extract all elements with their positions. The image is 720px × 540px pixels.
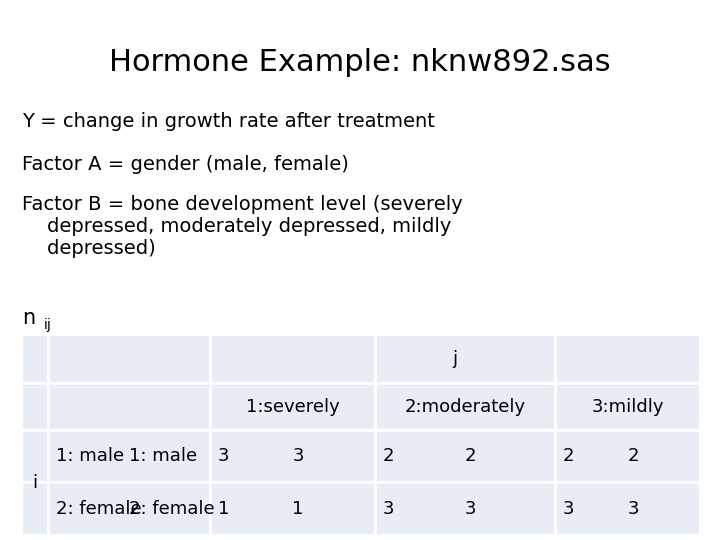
Bar: [375, 430, 555, 482]
Text: 3: 3: [563, 500, 575, 517]
Bar: [48, 482, 210, 535]
Text: 3: 3: [383, 500, 395, 517]
Text: Hormone Example: nknw892.sas: Hormone Example: nknw892.sas: [109, 48, 611, 77]
Text: i: i: [32, 474, 37, 491]
Text: Y = change in growth rate after treatment: Y = change in growth rate after treatmen…: [22, 112, 435, 131]
Bar: [210, 430, 375, 482]
Text: 1: 1: [292, 500, 304, 517]
Bar: [22, 430, 48, 482]
Text: n: n: [22, 308, 35, 328]
Text: 2: 2: [465, 447, 477, 465]
Bar: [22, 482, 48, 535]
Bar: [555, 383, 700, 430]
Bar: [210, 383, 375, 430]
Bar: [375, 383, 555, 430]
Text: ij: ij: [44, 318, 52, 332]
Bar: [555, 430, 700, 482]
Text: 2: female: 2: female: [129, 500, 215, 517]
Bar: [210, 335, 375, 383]
Text: 1: male: 1: male: [129, 447, 197, 465]
Bar: [22, 335, 48, 383]
Text: 1: male: 1: male: [56, 447, 124, 465]
Text: 2: 2: [628, 447, 639, 465]
Bar: [555, 482, 700, 535]
Text: 2: 2: [563, 447, 575, 465]
Bar: [375, 335, 555, 383]
Bar: [48, 430, 210, 482]
Text: 3:mildly: 3:mildly: [591, 397, 664, 415]
Bar: [210, 482, 375, 535]
Bar: [375, 482, 555, 535]
Bar: [48, 383, 210, 430]
Text: 2: 2: [383, 447, 395, 465]
Text: Factor B = bone development level (severely
    depressed, moderately depressed,: Factor B = bone development level (sever…: [22, 195, 463, 258]
Bar: [22, 383, 48, 430]
Text: 3: 3: [218, 447, 230, 465]
Text: j: j: [452, 350, 458, 368]
Text: 3: 3: [628, 500, 639, 517]
Bar: [48, 335, 210, 383]
Text: Factor A = gender (male, female): Factor A = gender (male, female): [22, 155, 349, 174]
Text: 1: 1: [218, 500, 230, 517]
Text: 3: 3: [292, 447, 304, 465]
Text: 1:severely: 1:severely: [246, 397, 339, 415]
Bar: [555, 335, 700, 383]
Text: 2:moderately: 2:moderately: [405, 397, 526, 415]
Text: 3: 3: [465, 500, 477, 517]
Text: 2: female: 2: female: [56, 500, 142, 517]
